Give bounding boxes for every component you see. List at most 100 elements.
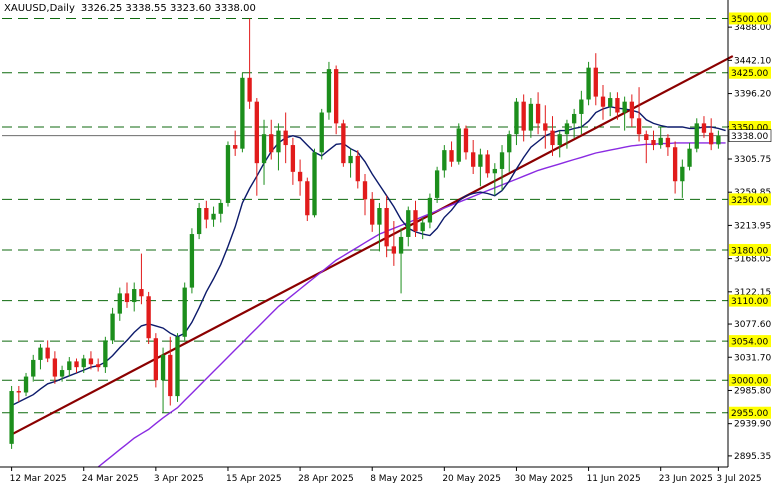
candle-body bbox=[52, 358, 58, 377]
candle-body bbox=[348, 155, 353, 164]
candle-body bbox=[406, 210, 411, 237]
candle-body bbox=[564, 123, 570, 135]
candle-body bbox=[67, 361, 72, 371]
ohlc-readout: 3326.25 3338.55 3323.60 3338.00 bbox=[80, 3, 256, 14]
trendline bbox=[11, 55, 734, 436]
candle-body bbox=[485, 154, 490, 174]
level-label: 3180.00 bbox=[731, 246, 768, 256]
candle-body bbox=[629, 101, 635, 119]
y-tick-label: 3488.00 bbox=[734, 23, 771, 33]
candle-body bbox=[571, 113, 577, 124]
candle-body bbox=[384, 208, 389, 247]
candle-body bbox=[117, 293, 122, 314]
candle-body bbox=[269, 134, 274, 153]
candle-body bbox=[16, 391, 21, 393]
y-tick-label: 3031.70 bbox=[734, 353, 771, 363]
candle-body bbox=[680, 166, 685, 182]
level-label: 3000.00 bbox=[731, 377, 768, 387]
x-tick-label: 3 Jul 2025 bbox=[716, 474, 761, 484]
candle-body bbox=[608, 98, 613, 107]
candle-body bbox=[507, 134, 512, 153]
candle-body bbox=[261, 134, 267, 164]
candle-body bbox=[283, 130, 288, 146]
candle-body bbox=[427, 197, 433, 223]
x-tick-label: 11 Jun 2025 bbox=[587, 474, 641, 484]
candle-body bbox=[168, 354, 173, 397]
level-label: 3350.00 bbox=[731, 123, 768, 133]
candle-body bbox=[557, 134, 562, 146]
candle-body bbox=[196, 208, 202, 235]
candle-body bbox=[326, 69, 332, 113]
chart-header: XAUUSD,Daily 3326.25 3338.55 3323.60 3338… bbox=[4, 3, 262, 14]
candle-body bbox=[146, 296, 151, 339]
level-label: 3425.00 bbox=[731, 69, 768, 79]
candle-body bbox=[420, 222, 425, 232]
level-label-bg bbox=[729, 12, 771, 25]
candle-body bbox=[370, 199, 375, 225]
level-label: 3110.00 bbox=[731, 297, 768, 307]
candle-body bbox=[297, 171, 303, 182]
candle-body bbox=[290, 145, 296, 172]
candle-body bbox=[341, 123, 346, 164]
candle-body bbox=[247, 77, 252, 102]
candle-body bbox=[377, 208, 382, 225]
y-tick-label: 2895.35 bbox=[734, 452, 771, 462]
candle-body bbox=[74, 361, 79, 368]
candle-body bbox=[449, 150, 454, 162]
candle-body bbox=[254, 101, 259, 164]
candle-body bbox=[319, 112, 324, 153]
x-tick-label: 12 Mar 2025 bbox=[10, 474, 67, 484]
y-tick-label: 2985.80 bbox=[734, 386, 771, 396]
moving-average-fast bbox=[11, 105, 726, 407]
candle-body bbox=[600, 96, 606, 107]
candle-body bbox=[463, 128, 469, 153]
candle-body bbox=[218, 202, 223, 214]
x-tick-label: 23 Jun 2025 bbox=[659, 474, 713, 484]
candle-body bbox=[103, 340, 108, 368]
candle-body bbox=[622, 101, 627, 113]
candle-body bbox=[59, 370, 65, 377]
candle-body bbox=[579, 99, 584, 114]
x-tick-label: 15 Apr 2025 bbox=[226, 474, 282, 484]
candle-body bbox=[456, 128, 461, 162]
candle-body bbox=[514, 101, 519, 135]
candle-body bbox=[88, 358, 94, 365]
candle-body bbox=[658, 137, 663, 146]
candle-body bbox=[160, 354, 166, 381]
candle-body bbox=[687, 148, 692, 167]
candle-body bbox=[81, 358, 86, 368]
candle-body bbox=[175, 336, 180, 397]
candle-body bbox=[593, 67, 598, 97]
candle-body bbox=[31, 359, 36, 377]
candle-body bbox=[153, 338, 159, 381]
candle-body bbox=[615, 98, 620, 113]
candle-body bbox=[95, 364, 101, 368]
x-tick-label: 24 Mar 2025 bbox=[82, 474, 139, 484]
candle-body bbox=[225, 145, 231, 203]
candle-body bbox=[312, 152, 317, 216]
level-label-bg bbox=[729, 193, 771, 206]
candle-body bbox=[701, 123, 707, 133]
candle-body bbox=[110, 313, 115, 341]
candle-body bbox=[521, 101, 526, 131]
x-tick-label: 3 Apr 2025 bbox=[154, 474, 204, 484]
level-label: 2955.00 bbox=[731, 409, 768, 419]
candle-body bbox=[23, 376, 29, 393]
moving-average-slow bbox=[97, 142, 726, 468]
candle-body bbox=[471, 152, 476, 167]
symbol-label: XAUUSD, bbox=[4, 3, 50, 14]
x-tick-label: 30 May 2025 bbox=[514, 474, 573, 484]
current-price-label-bg bbox=[728, 129, 772, 142]
y-tick-label: 2939.90 bbox=[734, 420, 771, 430]
candle-body bbox=[182, 287, 187, 337]
candle-body bbox=[499, 152, 505, 169]
x-tick-label: 28 Apr 2025 bbox=[298, 474, 354, 484]
candle-body bbox=[305, 181, 310, 216]
candle-body bbox=[709, 132, 714, 145]
candle-body bbox=[528, 103, 534, 131]
candle-body bbox=[276, 130, 281, 153]
y-tick-label: 3442.10 bbox=[734, 56, 771, 66]
candle-body bbox=[132, 289, 137, 303]
candle-body bbox=[333, 69, 339, 124]
